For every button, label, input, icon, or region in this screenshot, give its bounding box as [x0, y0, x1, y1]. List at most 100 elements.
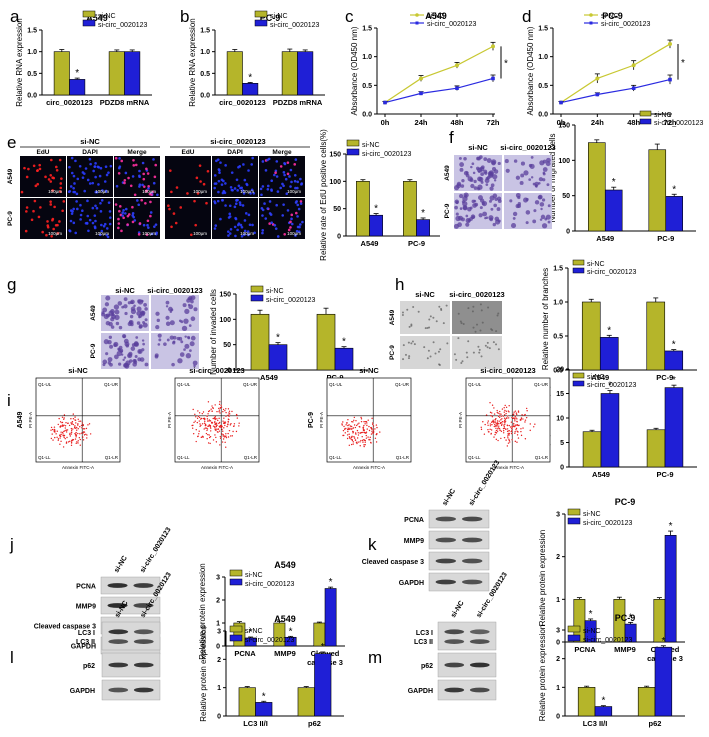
event-dot — [499, 429, 501, 431]
event-dot — [82, 428, 85, 430]
cell-dot — [105, 295, 111, 301]
cell-dot — [157, 343, 161, 346]
event-dot — [503, 427, 506, 429]
cell-dot — [515, 192, 521, 198]
event-dot — [61, 425, 63, 427]
cell-dot — [485, 216, 489, 219]
event-dot — [82, 436, 84, 438]
event-dot — [198, 416, 201, 419]
x-tick-label: A549 — [596, 234, 614, 243]
cell-dot — [407, 341, 410, 344]
event-dot — [218, 417, 220, 420]
chart-title: A549 — [274, 614, 296, 624]
quadrant-label: Q1-LR — [244, 455, 258, 460]
protein-label: LC3 I — [78, 630, 95, 637]
event-dot — [53, 428, 56, 431]
event-dot — [362, 431, 364, 434]
cell-dot — [270, 179, 273, 183]
cell-dot — [124, 311, 128, 316]
cell-dot — [534, 200, 540, 205]
event-dot — [515, 429, 517, 431]
event-dot — [352, 431, 355, 433]
panel-letter-b: b — [180, 7, 189, 26]
event-dot — [227, 408, 230, 410]
event-dot — [50, 429, 52, 431]
cell-dot — [542, 167, 548, 172]
cell-dot — [274, 227, 278, 230]
cell-dot — [30, 218, 34, 222]
cell-dot — [222, 179, 225, 183]
event-dot — [513, 422, 515, 425]
event-dot — [496, 411, 498, 414]
event-dot — [515, 424, 517, 426]
event-dot — [360, 420, 363, 423]
event-dot — [222, 438, 225, 440]
cell-dot — [438, 363, 441, 366]
event-dot — [204, 420, 206, 423]
event-dot — [513, 413, 515, 415]
cell-dot — [130, 322, 134, 327]
cell-dot — [74, 159, 77, 163]
cell-dot — [219, 161, 222, 164]
cell-dot — [297, 207, 301, 211]
quadrant-label: Q1-UR — [104, 382, 119, 387]
cell-dot — [459, 167, 464, 172]
y-tick-label: 20 — [556, 367, 564, 374]
event-dot — [215, 425, 218, 427]
data-point — [455, 86, 459, 90]
event-dot — [197, 415, 200, 418]
event-dot — [496, 409, 498, 412]
cell-dot — [76, 177, 80, 181]
event-dot — [491, 404, 494, 406]
cell-dot — [132, 164, 136, 167]
cell-dot — [467, 340, 470, 343]
legend-label-si: si-circ_0020123 — [587, 382, 637, 389]
event-dot — [497, 439, 499, 442]
cell-dot — [144, 307, 148, 311]
event-dot — [219, 406, 222, 409]
cell-dot — [473, 199, 477, 203]
lane-label: si-circ_0020123 — [139, 526, 172, 574]
bar — [664, 350, 684, 371]
cell-dot — [52, 227, 55, 231]
cell-dot — [240, 225, 244, 229]
y-tick-label: 0 — [566, 229, 570, 236]
event-dot — [515, 427, 518, 430]
bar — [582, 431, 602, 468]
event-dot — [373, 431, 375, 433]
event-dot — [215, 423, 218, 425]
event-dot — [238, 425, 240, 427]
event-dot — [345, 422, 348, 424]
scatter-plot — [465, 377, 551, 463]
cell-dot — [20, 190, 24, 194]
event-dot — [513, 424, 515, 426]
cell-dot — [233, 205, 237, 209]
cell-dot — [408, 355, 411, 358]
cell-dot — [169, 169, 172, 172]
event-dot — [77, 432, 79, 435]
cell-dot — [72, 207, 75, 211]
scale-label: 100μm — [48, 231, 62, 236]
event-dot — [352, 427, 354, 429]
event-dot — [360, 416, 362, 419]
event-dot — [224, 410, 226, 412]
event-dot — [348, 436, 351, 438]
event-dot — [228, 410, 231, 412]
x-tick-label: PDZD8 mRNA — [100, 98, 150, 107]
cell-dot — [149, 211, 153, 214]
cell-dot — [233, 187, 237, 190]
event-dot — [498, 425, 500, 427]
event-dot — [353, 419, 355, 421]
blot-band — [133, 687, 154, 693]
legend-label-si: si-circ_0020123 — [583, 520, 633, 527]
event-dot — [218, 409, 221, 411]
event-dot — [488, 431, 490, 433]
cell-dot — [142, 223, 146, 227]
event-dot — [70, 433, 73, 435]
cell-dot — [131, 205, 134, 209]
cell-dot — [99, 201, 102, 205]
event-dot — [72, 418, 75, 420]
cell-dot — [174, 221, 178, 225]
